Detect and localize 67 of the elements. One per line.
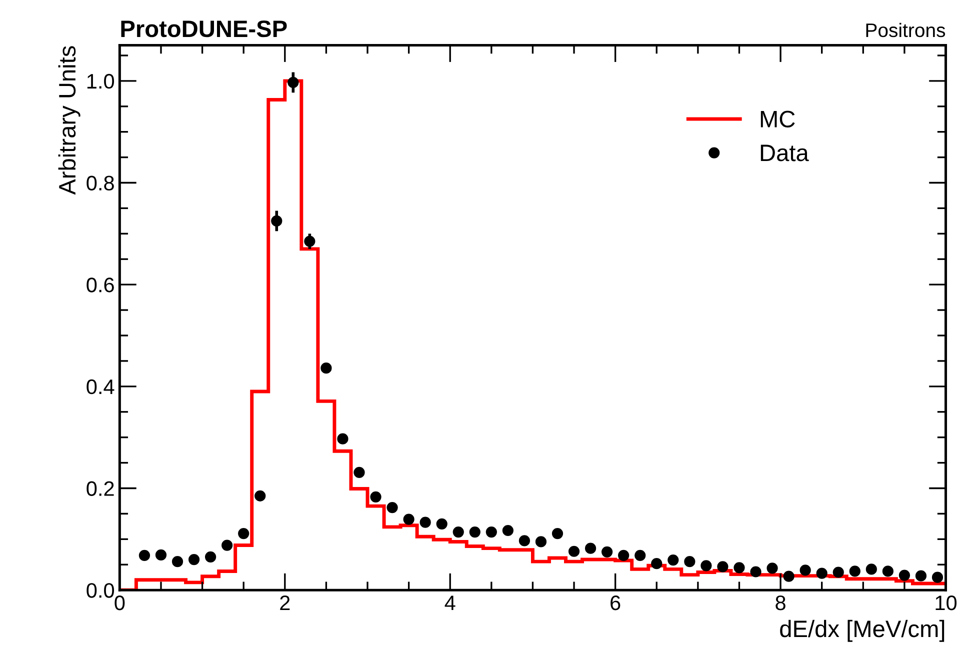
point	[386, 502, 398, 514]
point	[271, 215, 282, 226]
point	[932, 572, 944, 583]
point	[320, 362, 332, 374]
y-tick-label: 1.0	[87, 74, 114, 89]
point	[138, 550, 150, 562]
point	[568, 546, 580, 557]
point	[370, 491, 382, 502]
point	[651, 558, 662, 570]
point	[866, 564, 877, 575]
point	[634, 550, 646, 562]
point	[898, 570, 910, 581]
point	[535, 536, 547, 548]
point	[403, 514, 414, 525]
point	[486, 526, 497, 538]
point	[734, 562, 745, 574]
y-tick-label: 0.2	[86, 481, 114, 496]
x-tick-label: 4	[444, 596, 456, 610]
point	[882, 566, 894, 577]
point	[518, 535, 530, 546]
point	[816, 568, 828, 579]
point	[188, 554, 200, 566]
point	[337, 433, 348, 444]
point	[766, 562, 778, 574]
point	[469, 526, 480, 538]
point	[684, 556, 696, 568]
y-tick-label: 0.4	[86, 379, 114, 394]
point	[717, 561, 728, 572]
y-tick-label: 0.0	[86, 583, 114, 598]
point	[354, 466, 365, 478]
point	[420, 516, 431, 528]
point	[452, 526, 464, 538]
x-axis-title: dE/dx [MeV/cm]	[780, 620, 944, 642]
point	[700, 560, 712, 572]
point	[238, 528, 250, 540]
point	[204, 551, 216, 563]
x-tick-label: 6	[610, 595, 620, 610]
x-tick-label: 2	[280, 595, 290, 610]
point	[750, 566, 762, 578]
point	[602, 546, 613, 558]
point	[288, 76, 299, 88]
legend-label: Data	[760, 144, 809, 162]
x-tick-label: 10	[936, 595, 957, 610]
point	[304, 236, 316, 247]
legend-label: MC	[760, 110, 795, 128]
y-tick-label: 0.8	[86, 176, 114, 191]
point	[915, 570, 927, 582]
point	[584, 542, 596, 554]
point	[668, 554, 679, 566]
chart-subtitle: Positrons	[866, 22, 946, 38]
point	[155, 549, 167, 560]
point	[849, 566, 860, 577]
x-tick-label: 8	[776, 595, 786, 610]
chart-title: ProtoDUNE-SP	[121, 20, 287, 38]
point	[832, 566, 844, 578]
point	[172, 556, 184, 568]
point	[436, 518, 448, 530]
point	[222, 540, 233, 551]
point	[800, 564, 811, 576]
point	[618, 550, 630, 562]
y-tick-label: 0.6	[86, 278, 114, 292]
point	[552, 528, 564, 540]
y-axis-title: Arbitrary Units	[58, 46, 80, 195]
point	[502, 524, 514, 536]
x-tick-label: 0	[114, 595, 125, 610]
point	[254, 490, 266, 502]
point	[783, 570, 794, 582]
